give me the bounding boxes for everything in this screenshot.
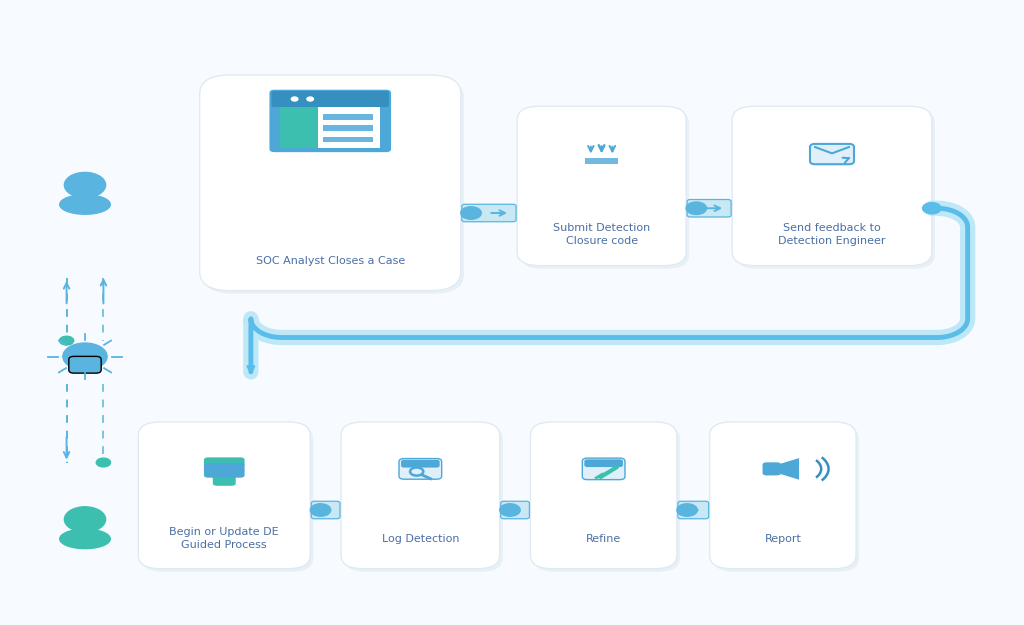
Text: Submit Detection
Closure code: Submit Detection Closure code: [553, 222, 650, 246]
Circle shape: [686, 202, 707, 214]
FancyBboxPatch shape: [204, 468, 245, 478]
Circle shape: [59, 336, 74, 345]
FancyBboxPatch shape: [271, 91, 389, 107]
FancyBboxPatch shape: [732, 106, 932, 266]
Text: Refine: Refine: [586, 534, 622, 544]
Circle shape: [62, 343, 108, 370]
Text: Send feedback to
Detection Engineer: Send feedback to Detection Engineer: [778, 222, 886, 246]
FancyBboxPatch shape: [810, 144, 854, 164]
Ellipse shape: [59, 195, 111, 214]
FancyBboxPatch shape: [710, 422, 856, 569]
Circle shape: [500, 504, 520, 516]
Circle shape: [307, 97, 313, 101]
FancyBboxPatch shape: [204, 458, 245, 467]
FancyBboxPatch shape: [203, 78, 464, 294]
FancyBboxPatch shape: [585, 459, 623, 467]
FancyBboxPatch shape: [678, 501, 709, 519]
FancyBboxPatch shape: [324, 125, 374, 131]
Text: SOC Analyst Closes a Case: SOC Analyst Closes a Case: [256, 256, 404, 266]
FancyBboxPatch shape: [530, 422, 677, 569]
Circle shape: [677, 504, 697, 516]
Text: Log Detection: Log Detection: [382, 534, 459, 544]
FancyBboxPatch shape: [401, 460, 439, 468]
Ellipse shape: [59, 529, 111, 549]
FancyBboxPatch shape: [281, 107, 318, 148]
FancyBboxPatch shape: [138, 422, 310, 569]
FancyBboxPatch shape: [534, 425, 680, 572]
FancyBboxPatch shape: [324, 114, 374, 119]
FancyBboxPatch shape: [311, 501, 340, 519]
Text: Begin or Update DE
Guided Process: Begin or Update DE Guided Process: [169, 527, 280, 551]
FancyBboxPatch shape: [763, 462, 781, 476]
FancyBboxPatch shape: [200, 75, 461, 291]
FancyBboxPatch shape: [141, 425, 313, 572]
FancyBboxPatch shape: [324, 137, 374, 142]
Circle shape: [96, 458, 111, 467]
FancyBboxPatch shape: [204, 462, 245, 472]
Text: Report: Report: [764, 534, 802, 544]
FancyBboxPatch shape: [344, 425, 503, 572]
FancyBboxPatch shape: [501, 501, 529, 519]
Circle shape: [65, 173, 105, 198]
FancyBboxPatch shape: [713, 425, 859, 572]
FancyBboxPatch shape: [269, 90, 391, 152]
Circle shape: [923, 202, 941, 214]
Circle shape: [292, 97, 298, 101]
FancyBboxPatch shape: [517, 106, 686, 266]
FancyBboxPatch shape: [687, 199, 731, 217]
FancyBboxPatch shape: [735, 109, 935, 269]
FancyBboxPatch shape: [520, 109, 689, 269]
FancyBboxPatch shape: [281, 107, 380, 148]
FancyBboxPatch shape: [341, 422, 500, 569]
FancyBboxPatch shape: [399, 459, 441, 479]
FancyBboxPatch shape: [462, 204, 516, 222]
Polygon shape: [777, 458, 799, 479]
FancyBboxPatch shape: [69, 356, 101, 373]
Circle shape: [310, 504, 331, 516]
Circle shape: [65, 507, 105, 532]
Circle shape: [461, 207, 481, 219]
FancyBboxPatch shape: [213, 474, 236, 486]
FancyBboxPatch shape: [585, 158, 618, 164]
FancyBboxPatch shape: [583, 458, 625, 479]
